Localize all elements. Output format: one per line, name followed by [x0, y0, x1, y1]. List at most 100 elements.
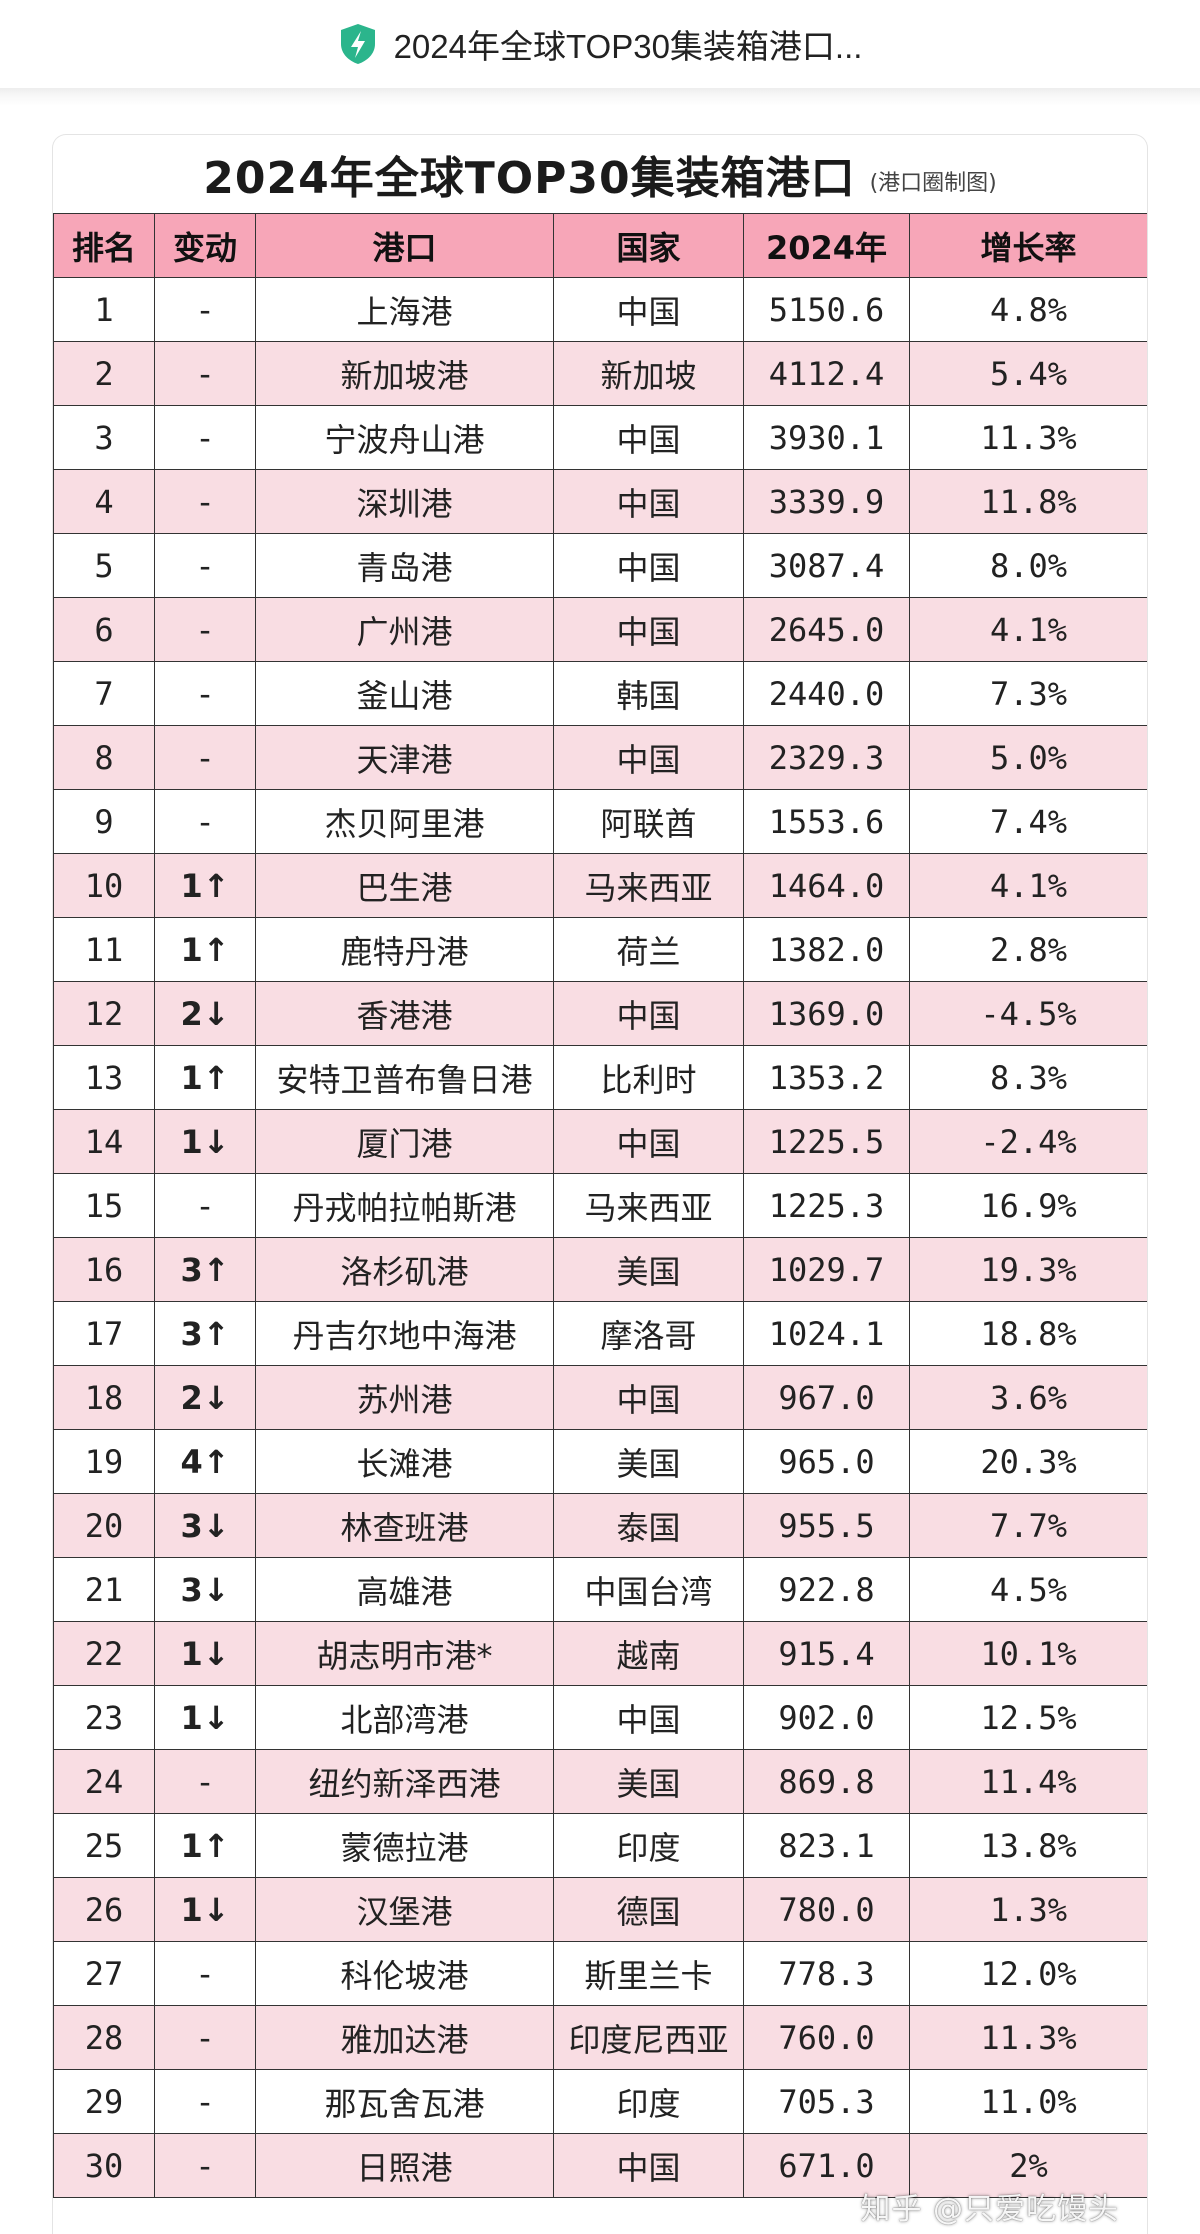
country-cell: 中国	[553, 725, 744, 790]
volume-cell: 1225.5	[743, 1109, 910, 1174]
port-cell: 青岛港	[255, 533, 554, 598]
port-cell: 北部湾港	[255, 1685, 554, 1750]
country-cell: 越南	[553, 1621, 744, 1686]
header-growth: 增长率	[909, 213, 1147, 278]
rank-cell: 4	[53, 469, 155, 534]
port-cell: 釜山港	[255, 661, 554, 726]
table-subtitle: (港口圈制图)	[869, 171, 997, 196]
port-cell: 杰贝阿里港	[255, 789, 554, 854]
port-cell: 新加坡港	[255, 341, 554, 406]
growth-cell: 20.3%	[909, 1429, 1147, 1494]
change-cell: -	[154, 469, 256, 534]
change-cell: 2↓	[154, 981, 256, 1046]
country-cell: 印度	[553, 1813, 744, 1878]
volume-cell: 965.0	[743, 1429, 910, 1494]
rank-cell: 14	[53, 1109, 155, 1174]
table-row: 1- 上海港 中国 5150.6 4.8%	[53, 277, 1147, 342]
table-row: 12 2↓ 香港港 中国 1369.0 -4.5%	[53, 981, 1147, 1046]
table-row: 21 3↓ 高雄港 中国台湾 922.8 4.5%	[53, 1557, 1147, 1622]
volume-cell: 1353.2	[743, 1045, 910, 1110]
change-cell: 1↓	[154, 1877, 256, 1942]
volume-cell: 902.0	[743, 1685, 910, 1750]
volume-cell: 780.0	[743, 1877, 910, 1942]
country-cell: 摩洛哥	[553, 1301, 744, 1366]
change-cell: 1↓	[154, 1685, 256, 1750]
change-cell: -	[154, 405, 256, 470]
table-row: 26 1↓ 汉堡港 德国 780.0 1.3%	[53, 1877, 1147, 1942]
rank-cell: 10	[53, 853, 155, 918]
port-cell: 香港港	[255, 981, 554, 1046]
change-cell: 1↑	[154, 853, 256, 918]
rank-cell: 25	[53, 1813, 155, 1878]
change-cell: -	[154, 341, 256, 406]
table-row: 10 1↑ 巴生港 马来西亚 1464.0 4.1%	[53, 853, 1147, 918]
header-port: 港口	[255, 213, 554, 278]
growth-cell: 2.8%	[909, 917, 1147, 982]
table-row: 15- 丹戎帕拉帕斯港 马来西亚 1225.3 16.9%	[53, 1173, 1147, 1238]
country-cell: 中国	[553, 1365, 744, 1430]
volume-cell: 3087.4	[743, 533, 910, 598]
volume-cell: 1225.3	[743, 1173, 910, 1238]
change-cell: 2↓	[154, 1365, 256, 1430]
rank-cell: 1	[53, 277, 155, 342]
growth-cell: 4.5%	[909, 1557, 1147, 1622]
table-row: 20 3↓ 林查班港 泰国 955.5 7.7%	[53, 1493, 1147, 1558]
table-row: 27- 科伦坡港 斯里兰卡 778.3 12.0%	[53, 1941, 1147, 2006]
change-cell: -	[154, 2069, 256, 2134]
country-cell: 中国台湾	[553, 1557, 744, 1622]
country-cell: 德国	[553, 1877, 744, 1942]
change-cell: -	[154, 2133, 256, 2198]
port-cell: 丹吉尔地中海港	[255, 1301, 554, 1366]
rank-cell: 26	[53, 1877, 155, 1942]
growth-cell: 3.6%	[909, 1365, 1147, 1430]
table-row: 11 1↑ 鹿特丹港 荷兰 1382.0 2.8%	[53, 917, 1147, 982]
table-row: 3- 宁波舟山港 中国 3930.1 11.3%	[53, 405, 1147, 470]
growth-cell: 16.9%	[909, 1173, 1147, 1238]
change-cell: -	[154, 597, 256, 662]
change-cell: 3↓	[154, 1557, 256, 1622]
change-cell: 3↑	[154, 1301, 256, 1366]
country-cell: 美国	[553, 1749, 744, 1814]
rank-cell: 24	[53, 1749, 155, 1814]
growth-cell: 7.7%	[909, 1493, 1147, 1558]
table-row: 7- 釜山港 韩国 2440.0 7.3%	[53, 661, 1147, 726]
top-divider	[0, 88, 1200, 106]
change-cell: 1↑	[154, 917, 256, 982]
change-cell: -	[154, 2005, 256, 2070]
country-cell: 中国	[553, 277, 744, 342]
header-rank: 排名	[53, 213, 155, 278]
volume-cell: 1024.1	[743, 1301, 910, 1366]
growth-cell: 1.3%	[909, 1877, 1147, 1942]
growth-cell: 19.3%	[909, 1237, 1147, 1302]
volume-cell: 2329.3	[743, 725, 910, 790]
change-cell: -	[154, 789, 256, 854]
rank-cell: 18	[53, 1365, 155, 1430]
header-change: 变动	[154, 213, 256, 278]
rank-cell: 13	[53, 1045, 155, 1110]
port-cell: 鹿特丹港	[255, 917, 554, 982]
country-cell: 美国	[553, 1429, 744, 1494]
volume-cell: 2645.0	[743, 597, 910, 662]
volume-cell: 671.0	[743, 2133, 910, 2198]
rank-cell: 2	[53, 341, 155, 406]
table-image-card[interactable]: 2024年全球TOP30集装箱港口 (港口圈制图) 排名 变动 港口 国家 20…	[52, 134, 1148, 2234]
growth-cell: 8.3%	[909, 1045, 1147, 1110]
port-cell: 丹戎帕拉帕斯港	[255, 1173, 554, 1238]
port-cell: 胡志明市港*	[255, 1621, 554, 1686]
rank-cell: 3	[53, 405, 155, 470]
change-cell: 1↓	[154, 1109, 256, 1174]
volume-cell: 1553.6	[743, 789, 910, 854]
rank-cell: 23	[53, 1685, 155, 1750]
port-cell: 厦门港	[255, 1109, 554, 1174]
growth-cell: 5.0%	[909, 725, 1147, 790]
country-cell: 中国	[553, 405, 744, 470]
volume-cell: 1464.0	[743, 853, 910, 918]
rank-cell: 5	[53, 533, 155, 598]
growth-cell: 7.3%	[909, 661, 1147, 726]
volume-cell: 3339.9	[743, 469, 910, 534]
change-cell: 1↑	[154, 1045, 256, 1110]
port-cell: 雅加达港	[255, 2005, 554, 2070]
port-cell: 科伦坡港	[255, 1941, 554, 2006]
rank-cell: 21	[53, 1557, 155, 1622]
country-cell: 中国	[553, 1109, 744, 1174]
